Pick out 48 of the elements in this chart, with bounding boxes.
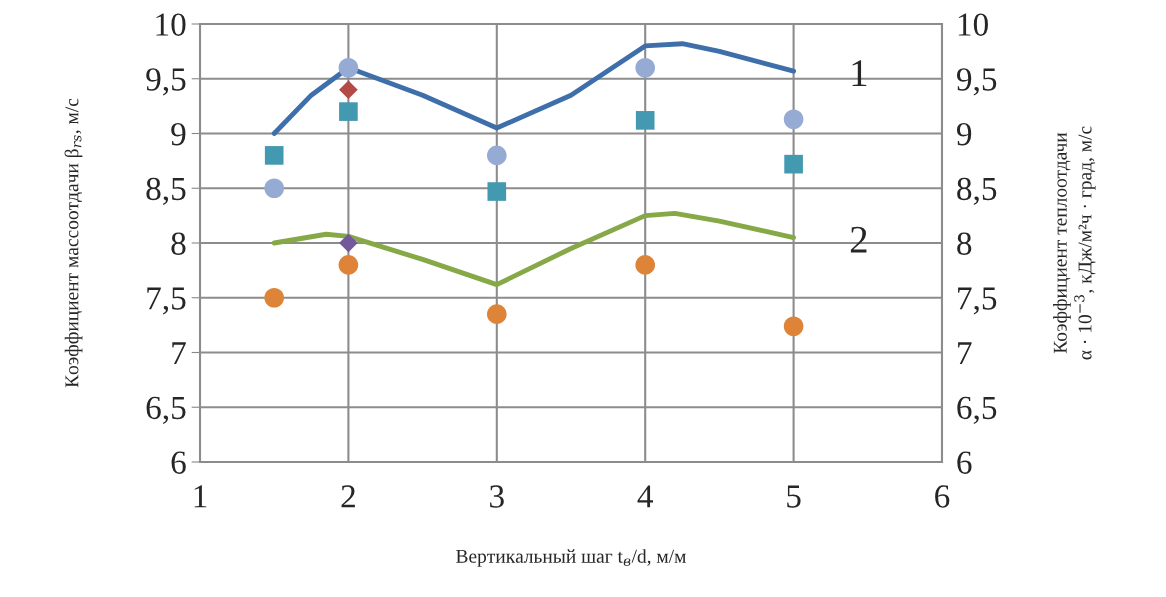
point bbox=[338, 255, 359, 275]
point bbox=[635, 57, 656, 78]
y-tick-label: 9 bbox=[171, 122, 186, 146]
series-label: 1 bbox=[852, 60, 867, 86]
y-tick-label: 9,5 bbox=[146, 68, 186, 96]
y-tick-label: 10 bbox=[156, 13, 186, 36]
x-tick-label: 6 bbox=[935, 485, 950, 508]
y2-tick-label: 9 bbox=[956, 122, 972, 146]
y2-tick-label: 10 bbox=[958, 13, 988, 36]
x-tick-label: 2 bbox=[341, 485, 355, 508]
y2-tick-label: 7 bbox=[958, 342, 972, 365]
y2-tick-label: 8,5 bbox=[957, 177, 997, 205]
point bbox=[339, 80, 358, 100]
y2-tick-label: 6,5 bbox=[957, 396, 997, 424]
y-axis-title: Коэффициент массоотдачи β$_{rs}$, м/с bbox=[64, 98, 83, 388]
point bbox=[338, 57, 359, 78]
point bbox=[784, 154, 803, 174]
x-tick-label: 1 bbox=[194, 485, 207, 508]
point bbox=[339, 233, 358, 253]
x-axis-title: Вертикальный шаг t$_{в}$/d, м/м bbox=[456, 549, 686, 567]
y2-tick-label: 8 bbox=[957, 232, 972, 255]
y-tick-label: 7,5 bbox=[147, 287, 186, 315]
y-tick-label: 6,5 bbox=[146, 396, 186, 424]
y-tick-label: 8 bbox=[171, 232, 186, 255]
y2-axis-title: Коэффициент теплоотдачи α · 10$^{−3}$, кДж/м²ч · град, м/с bbox=[1053, 126, 1096, 360]
x-tick-label: 3 bbox=[490, 485, 504, 508]
series-label: 2 bbox=[850, 226, 867, 253]
point bbox=[635, 255, 656, 275]
point bbox=[635, 111, 655, 130]
line-series bbox=[271, 41, 797, 136]
point bbox=[264, 178, 285, 199]
y2-tick-label: 9,5 bbox=[956, 68, 997, 96]
y2-tick-label: 6 bbox=[957, 451, 972, 474]
point bbox=[783, 109, 804, 130]
y-tick-label: 6 bbox=[171, 451, 186, 474]
point bbox=[264, 146, 284, 165]
y-tick-label: 7 bbox=[172, 342, 186, 365]
y2-tick-label: 7,5 bbox=[958, 287, 997, 315]
x-tick-label: 5 bbox=[787, 485, 801, 508]
y-tick-label: 8,5 bbox=[146, 177, 186, 205]
line-series bbox=[271, 211, 797, 288]
point bbox=[487, 182, 507, 201]
point bbox=[339, 102, 358, 121]
point bbox=[264, 287, 285, 308]
x-tick-label: 4 bbox=[637, 485, 654, 508]
point bbox=[486, 304, 507, 324]
point bbox=[783, 316, 804, 337]
point bbox=[486, 145, 507, 166]
